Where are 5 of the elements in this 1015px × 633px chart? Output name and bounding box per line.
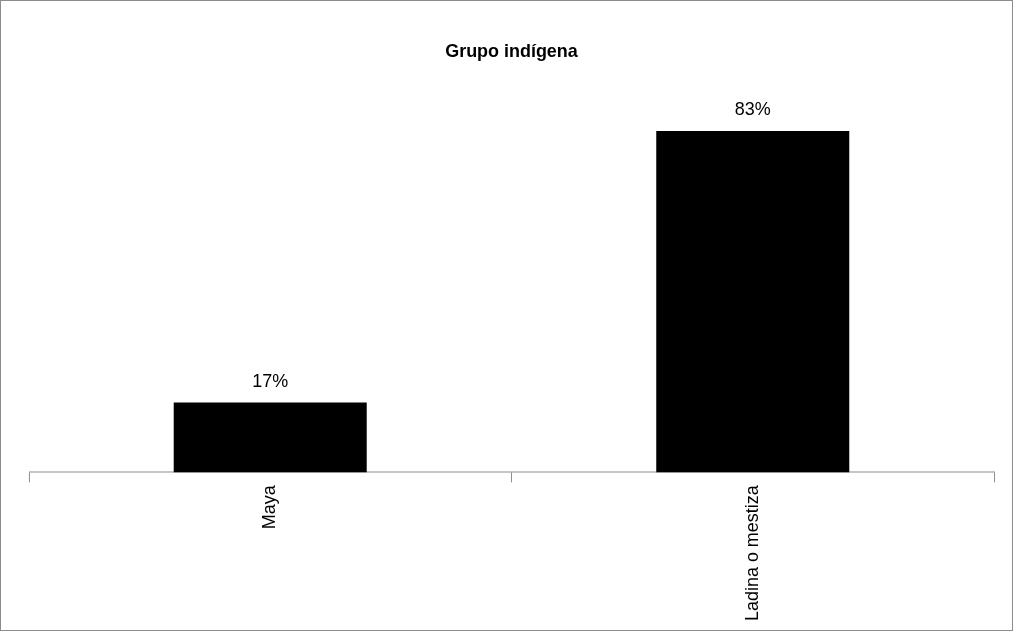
- data-label: 83%: [734, 99, 771, 120]
- x-tick-label: Ladina o mestiza: [741, 485, 762, 621]
- x-tick-label: Maya: [259, 485, 280, 530]
- chart-title: Grupo indígena: [445, 40, 579, 61]
- data-label: 17%: [252, 370, 289, 391]
